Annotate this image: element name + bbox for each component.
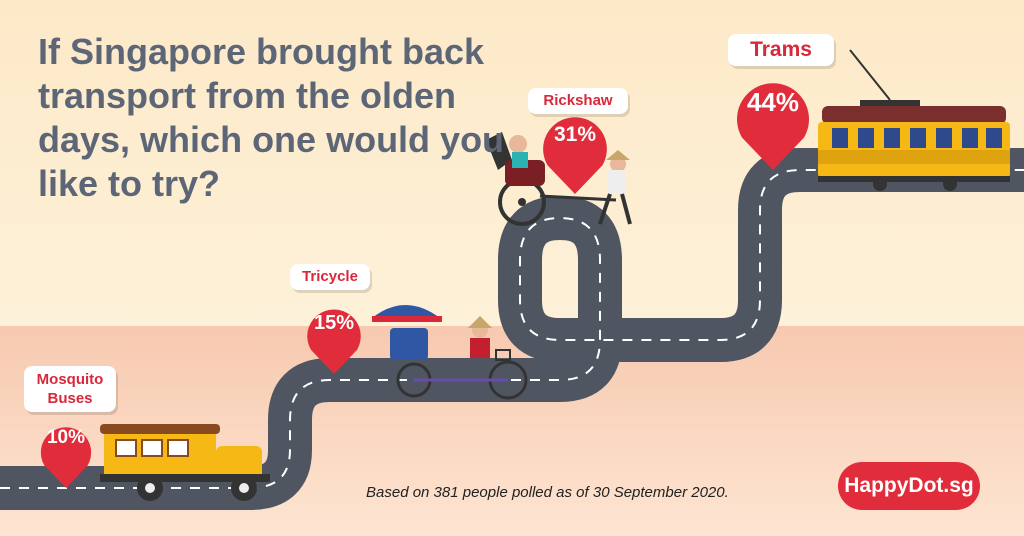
mosquito-bus-illustration: [100, 424, 270, 501]
category-label-trams: Trams: [728, 34, 834, 66]
poll-footnote: Based on 381 people polled as of 30 Sept…: [366, 484, 729, 501]
value-pin-trams: [737, 83, 810, 170]
value-label-tricycle: 15%: [313, 312, 355, 334]
value-pin-tricycle: [307, 309, 361, 374]
tram-illustration: [818, 49, 1010, 191]
category-label-mosquito-buses: Mosquito Buses: [24, 366, 116, 412]
value-pin-rickshaw: [543, 117, 607, 194]
category-label-rickshaw: Rickshaw: [528, 88, 628, 114]
value-label-mosquito-buses: 10%: [46, 427, 86, 448]
value-label-trams: 44%: [746, 87, 800, 117]
road: [0, 148, 1024, 510]
page-title: If Singapore brought back transport from…: [38, 31, 505, 204]
value-pins: [40, 83, 810, 488]
value-pin-mosquito-buses: [40, 427, 92, 488]
category-label-tricycle: Tricycle: [290, 264, 370, 290]
rickshaw-illustration: [486, 132, 632, 226]
brand-logo: HappyDot.sg: [838, 462, 980, 510]
value-label-rickshaw: 31%: [553, 123, 597, 146]
tricycle-illustration: [372, 305, 528, 400]
